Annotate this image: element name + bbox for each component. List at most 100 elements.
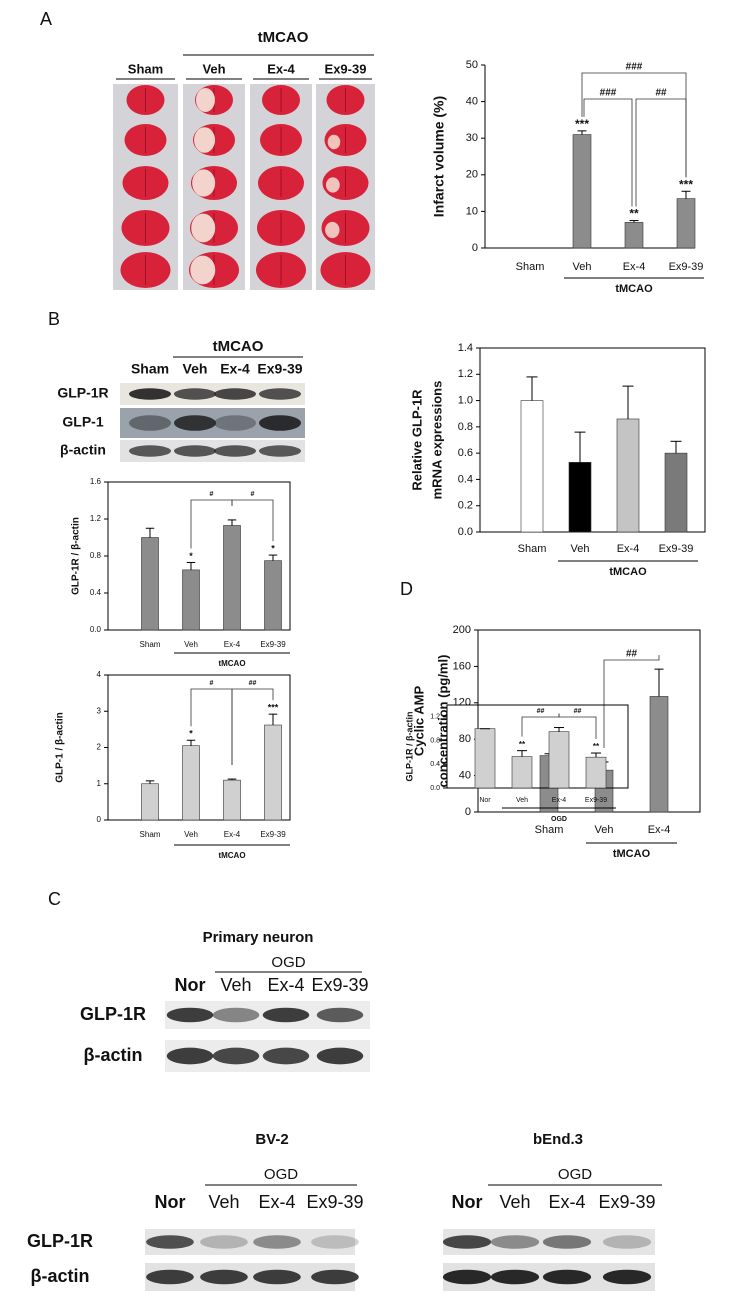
bracket-label: ### [626,62,643,73]
bar [520,400,544,533]
y-axis-label: Cyclic AMP [411,686,426,757]
plot-frame [479,347,706,533]
y-tick-label: 120 [453,697,471,709]
y-tick-label: 1.2 [430,714,440,721]
bar [223,779,241,821]
x-tick-label: Sham [535,824,564,836]
y-tick-label: 40 [466,96,478,108]
bar [141,537,159,631]
blot-band [316,1047,364,1065]
blot-band [128,415,172,431]
lane-label: Ex9-39 [598,1192,655,1212]
y-tick-label: 0.6 [458,447,473,459]
panel-letter: C [48,889,61,909]
bar [264,724,282,821]
infarct [195,88,215,112]
blot-band [173,388,217,400]
y-tick-label: 50 [466,59,478,71]
bar [568,462,592,533]
blot-row-label: β-actin [84,1045,143,1065]
blot-band [602,1235,652,1249]
blot-band [212,1007,260,1023]
x-tick-label: Ex9-39 [260,830,286,839]
significance-bracket [231,499,274,542]
y-tick-label: 0 [465,806,471,818]
blot-title: Primary neuron [203,929,314,946]
blot-group-label: tMCAO [213,338,264,355]
bracket-label: # [210,491,214,498]
blot-band [316,1007,364,1023]
blot-group-label: OGD [264,1166,298,1183]
significance-bracket [558,713,597,740]
bracket-label: ## [655,88,667,99]
blot-band [258,415,302,431]
bracket-label: ## [574,708,582,715]
lane-label: Nor [175,975,206,995]
x-tick-label: Sham [516,261,545,273]
y-tick-label: 1.4 [458,342,473,354]
x-tick-label: Ex-4 [224,830,241,839]
blot-row-label: GLP-1R [57,385,108,401]
blot-band [253,1269,301,1285]
lane-label: Nor [155,1192,186,1212]
panel-letter: A [40,9,52,29]
infarct [190,255,216,285]
infarct [194,127,216,153]
bracket-label: ## [537,708,545,715]
bar [676,198,696,249]
blot-band [258,445,302,457]
lane-label: Ex-4 [267,975,304,995]
y-tick-label: 0.0 [90,625,102,634]
lane-label: Veh [183,361,208,377]
blot-band [166,1047,214,1065]
significance-label: *** [679,177,693,191]
blot-band [173,415,217,431]
blot-band [490,1269,540,1285]
significance-bracket [583,98,633,207]
y-tick-label: 0.0 [458,526,473,538]
blot-band [442,1269,492,1285]
significance-bracket [635,98,687,207]
blot-band [442,1235,492,1249]
lane-label: Ex-4 [258,1192,295,1212]
blot-band [258,388,302,400]
blot-band [311,1235,359,1249]
y-axis-label: Infarct volume (%) [431,96,447,217]
y-tick-label: 0.0 [430,785,440,792]
x-tick-label: Ex-4 [617,543,640,555]
y-tick-label: 10 [466,205,478,217]
blot-band [128,445,172,457]
lane-label: Ex-4 [548,1192,585,1212]
significance-label: ** [629,207,639,221]
x-tick-label: Veh [184,830,198,839]
bar [649,696,669,813]
blot-row-label: GLP-1R [27,1231,93,1251]
bar [585,756,607,789]
significance-label: ** [593,742,600,751]
blot-group-label: OGD [271,954,305,971]
blot-band [213,415,257,431]
y-tick-label: 2 [97,743,102,752]
bracket-label: # [251,491,255,498]
bar [572,134,592,249]
y-tick-label: 0.2 [458,500,473,512]
y-tick-label: 0.8 [430,737,440,744]
significance-label: *** [575,117,589,131]
bar [182,745,200,821]
significance-label: *** [268,703,279,713]
infarct [325,221,340,239]
group-label: OGD [551,816,567,823]
significance-label: * [189,729,193,739]
x-tick-label: Ex9-39 [659,543,694,555]
plot-frame [477,629,701,813]
x-tick-label: Veh [573,261,592,273]
y-tick-label: 20 [466,169,478,181]
group-label: tMCAO [218,851,245,860]
blot-band [173,445,217,457]
y-tick-label: 0.8 [458,421,473,433]
bar [264,560,282,631]
group-label: tMCAO [609,566,647,578]
x-tick-label: Nor [479,797,491,804]
plot-frame [446,704,629,789]
